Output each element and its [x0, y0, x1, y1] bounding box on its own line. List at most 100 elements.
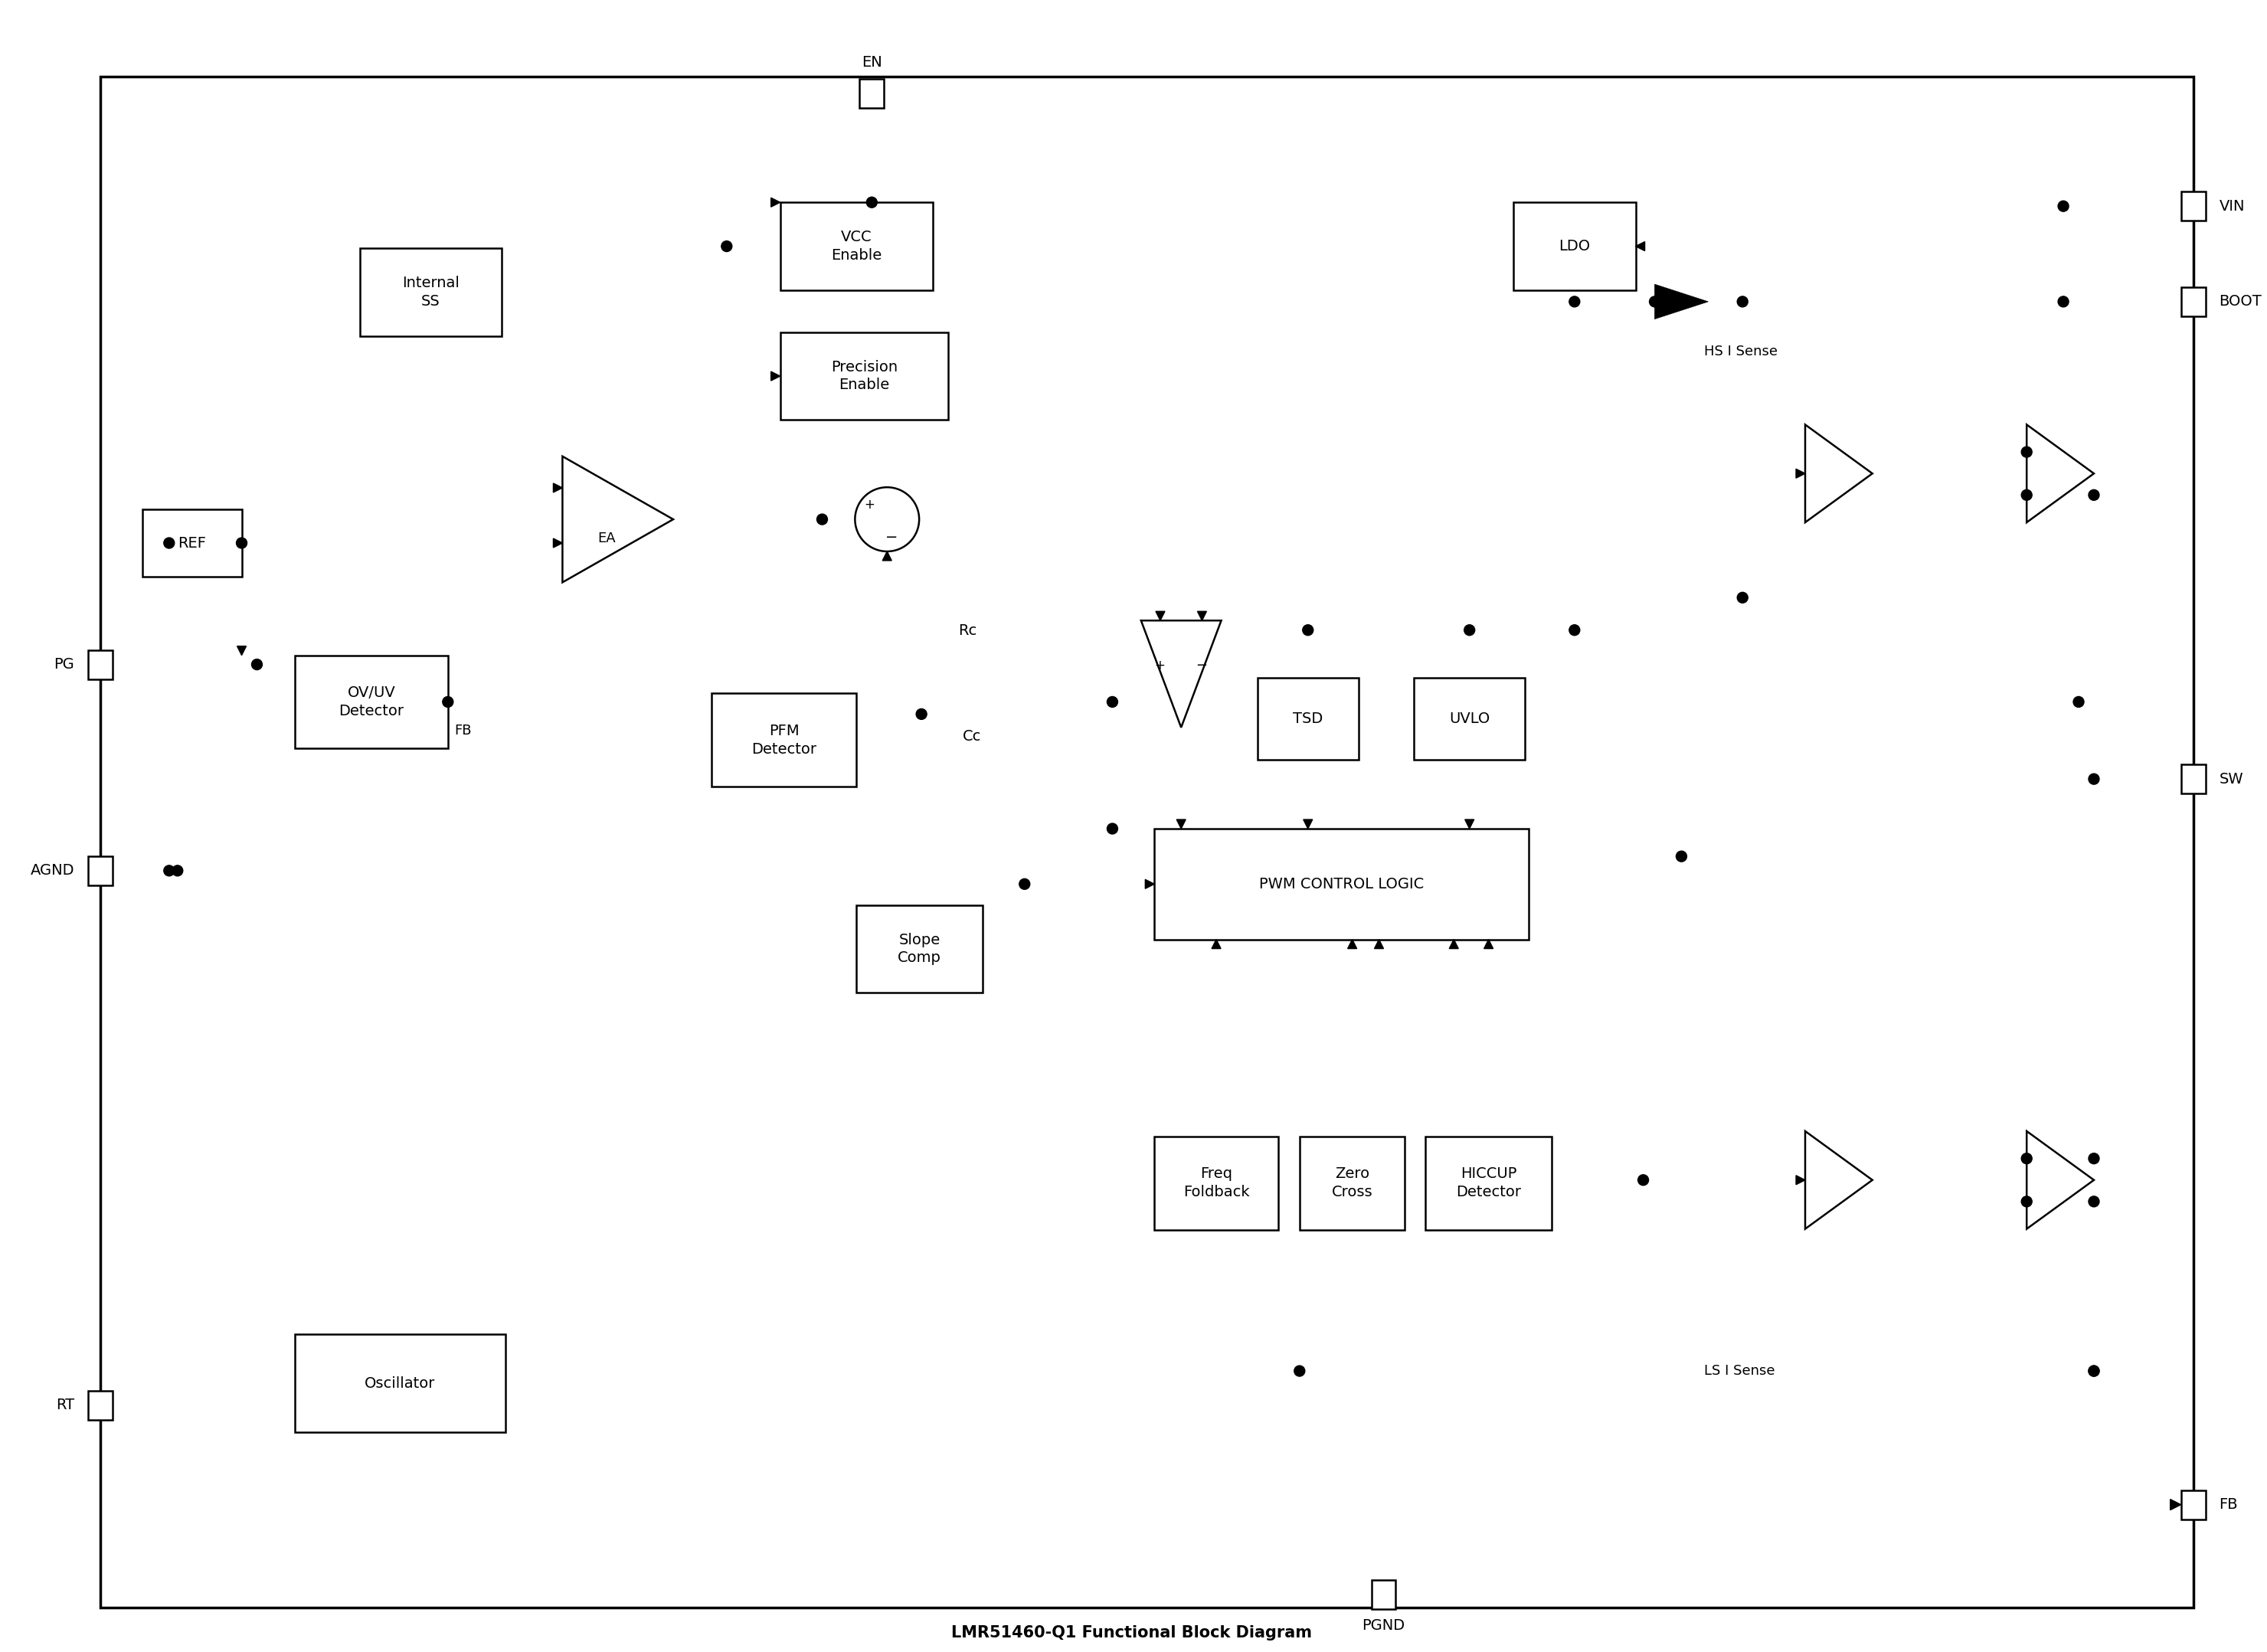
Text: Precision
Enable: Precision Enable [830, 360, 898, 393]
Circle shape [2022, 446, 2031, 458]
Text: AGND: AGND [29, 864, 75, 877]
Circle shape [1294, 1366, 1306, 1376]
Circle shape [1020, 879, 1029, 889]
Polygon shape [1211, 940, 1222, 948]
Polygon shape [1655, 284, 1707, 319]
Bar [1299, 1137, 1406, 1229]
Circle shape [2022, 1196, 2031, 1208]
Circle shape [1569, 624, 1580, 636]
Circle shape [1464, 624, 1476, 636]
Circle shape [236, 537, 247, 548]
Circle shape [1650, 296, 1659, 307]
Text: EA: EA [598, 532, 617, 545]
Text: Cc: Cc [963, 729, 982, 743]
Bar [780, 332, 948, 420]
Polygon shape [238, 646, 247, 656]
Text: HS I Sense: HS I Sense [1705, 344, 1777, 358]
Polygon shape [1145, 879, 1154, 889]
Bar [859, 79, 884, 107]
Bar [295, 656, 449, 748]
Text: Rc: Rc [959, 623, 977, 638]
Circle shape [2088, 773, 2099, 785]
Circle shape [2088, 1366, 2099, 1376]
Circle shape [1637, 1175, 1648, 1186]
Polygon shape [1347, 940, 1358, 948]
Polygon shape [1464, 819, 1474, 829]
Polygon shape [1156, 611, 1165, 621]
Text: TSD: TSD [1292, 712, 1324, 725]
Polygon shape [1374, 940, 1383, 948]
Text: LMR51460-Q1 Functional Block Diagram: LMR51460-Q1 Functional Block Diagram [952, 1626, 1313, 1640]
Text: Oscillator: Oscillator [365, 1376, 435, 1391]
Bar [2181, 765, 2206, 793]
Circle shape [1675, 851, 1687, 862]
Bar [1372, 1581, 1396, 1609]
Circle shape [2022, 1153, 2031, 1165]
Circle shape [1304, 624, 1313, 636]
Bar [712, 694, 857, 786]
Circle shape [2088, 489, 2099, 501]
Circle shape [1569, 296, 1580, 307]
Text: REF: REF [177, 535, 206, 550]
Bar [360, 248, 501, 335]
Bar [1426, 1137, 1551, 1229]
Polygon shape [1304, 819, 1313, 829]
Circle shape [1106, 697, 1118, 707]
Circle shape [2074, 697, 2083, 707]
Text: Zero
Cross: Zero Cross [1331, 1166, 1374, 1199]
Circle shape [1737, 593, 1748, 603]
Bar [2181, 1490, 2206, 1520]
Bar [857, 905, 982, 993]
Circle shape [2058, 202, 2070, 211]
Text: LS I Sense: LS I Sense [1705, 1365, 1775, 1378]
Bar [1154, 1137, 1279, 1229]
Text: PWM CONTROL LOGIC: PWM CONTROL LOGIC [1258, 877, 1424, 892]
Polygon shape [553, 539, 562, 547]
Circle shape [2088, 1366, 2099, 1376]
Circle shape [2088, 1153, 2099, 1165]
Circle shape [2088, 1196, 2099, 1208]
Text: Slope
Comp: Slope Comp [898, 933, 941, 965]
Circle shape [816, 514, 827, 525]
Text: VCC
Enable: VCC Enable [832, 230, 882, 263]
Bar [2181, 287, 2206, 316]
Polygon shape [2170, 1500, 2181, 1510]
Bar [1154, 829, 1528, 940]
Text: OV/UV
Detector: OV/UV Detector [340, 686, 404, 719]
Text: −: − [1195, 659, 1206, 672]
Bar [143, 509, 243, 577]
Text: LDO: LDO [1560, 240, 1589, 253]
Circle shape [172, 866, 184, 876]
Polygon shape [1795, 1176, 1805, 1184]
Polygon shape [1485, 940, 1494, 948]
Text: FB: FB [453, 724, 472, 738]
Polygon shape [771, 198, 780, 206]
Text: Freq
Foldback: Freq Foldback [1183, 1166, 1249, 1199]
Bar [295, 1335, 506, 1432]
Circle shape [1737, 296, 1748, 307]
Polygon shape [771, 372, 780, 380]
Text: UVLO: UVLO [1449, 712, 1489, 725]
Bar [1514, 202, 1635, 291]
Circle shape [252, 659, 263, 669]
Text: VIN: VIN [2219, 198, 2244, 213]
Circle shape [721, 241, 732, 251]
Bar [780, 202, 934, 291]
Text: +: + [864, 497, 875, 512]
Polygon shape [553, 484, 562, 492]
Polygon shape [1177, 819, 1186, 829]
Polygon shape [1635, 241, 1646, 251]
Bar [88, 856, 113, 885]
Text: Internal
SS: Internal SS [401, 276, 460, 309]
Circle shape [916, 709, 927, 720]
Polygon shape [882, 552, 891, 560]
Circle shape [442, 697, 453, 707]
Text: HICCUP
Detector: HICCUP Detector [1455, 1166, 1521, 1199]
Polygon shape [1197, 611, 1206, 621]
Circle shape [866, 197, 877, 208]
Bar [88, 1391, 113, 1419]
Polygon shape [1795, 469, 1805, 477]
Text: −: − [886, 530, 898, 544]
Circle shape [1106, 823, 1118, 834]
Polygon shape [1449, 940, 1458, 948]
